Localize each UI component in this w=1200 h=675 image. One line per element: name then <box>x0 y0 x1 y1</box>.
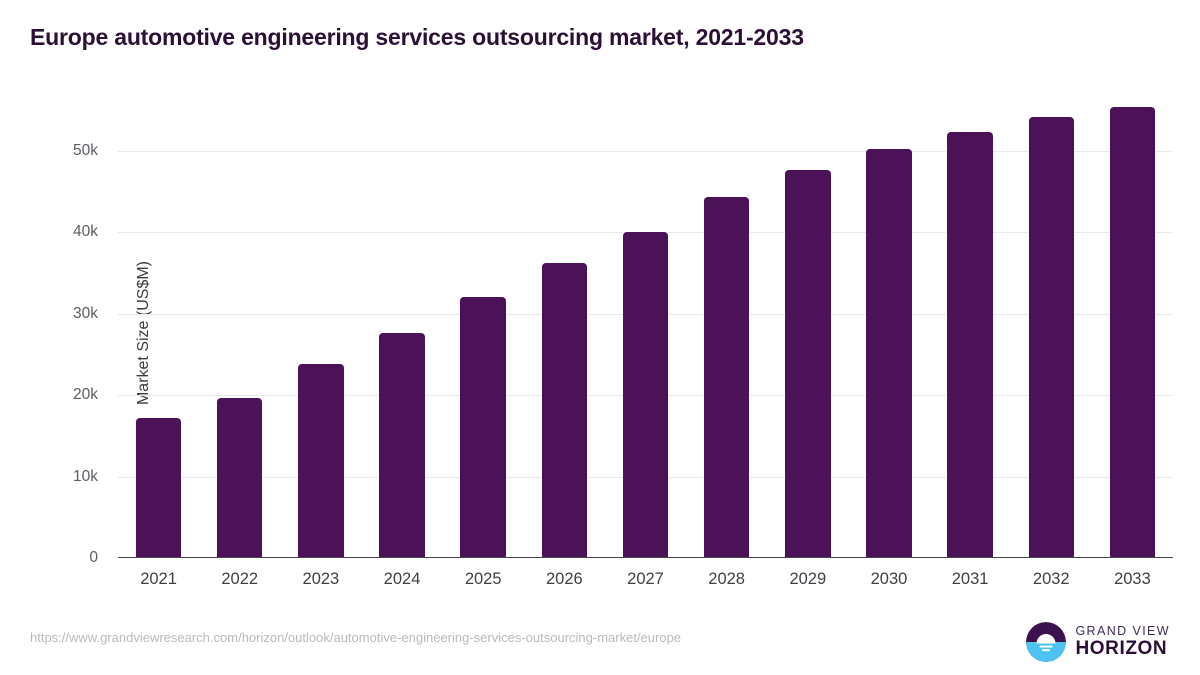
bar-2026[interactable] <box>541 263 588 558</box>
x-tick-label-2030: 2030 <box>870 570 908 588</box>
x-tick-label-2025: 2025 <box>464 570 502 588</box>
plot-area <box>118 90 1173 558</box>
brand-logo-line1: GRAND VIEW <box>1075 624 1170 639</box>
page-title: Europe automotive engineering services o… <box>30 24 804 50</box>
y-tick-label: 40k <box>73 223 98 241</box>
x-tick-label-2023: 2023 <box>302 570 340 588</box>
bar-2024[interactable] <box>379 332 425 558</box>
bar-2028[interactable] <box>703 196 750 558</box>
brand-logo-text: GRAND VIEW HORIZON <box>1075 625 1170 658</box>
horizon-sun-circle-icon <box>1026 622 1067 662</box>
bar-2022[interactable] <box>217 397 263 558</box>
x-tick-label-2024: 2024 <box>383 570 421 588</box>
x-axis-tick-labels: 2021 2022 2023 2024 2025 2026 2027 2028 2029 2030… <box>118 570 1173 600</box>
y-tick-label: 30k <box>73 304 98 322</box>
bar-2032[interactable] <box>1028 116 1074 558</box>
bar-2029[interactable] <box>785 170 831 558</box>
x-tick-label-2029: 2029 <box>789 570 827 588</box>
y-tick-label: 50k <box>73 142 98 160</box>
x-tick-label-2022: 2022 <box>221 570 259 588</box>
y-tick-label: 20k <box>73 386 98 404</box>
bar-2025[interactable] <box>460 296 506 558</box>
bar-2033[interactable] <box>1109 106 1156 558</box>
x-tick-label-2032: 2032 <box>1032 570 1070 588</box>
y-tick-label: 10k <box>73 467 98 485</box>
bar-2027[interactable] <box>622 231 669 558</box>
x-tick-label-2027: 2027 <box>627 570 664 588</box>
bar-2031[interactable] <box>947 131 993 558</box>
x-tick-label-2033: 2033 <box>1114 570 1151 588</box>
source-url[interactable]: https://www.grandviewresearch.com/horizo… <box>30 630 682 645</box>
bar-2030[interactable] <box>866 148 912 558</box>
brand-logo: GRAND VIEW HORIZON <box>1026 622 1170 662</box>
x-axis-line <box>118 556 1173 558</box>
x-tick-label-2031: 2031 <box>951 570 989 588</box>
x-tick-label-2026: 2026 <box>545 570 583 588</box>
bar-2023[interactable] <box>298 364 344 558</box>
bar-2021[interactable] <box>135 417 182 558</box>
brand-logo-line2: HORIZON <box>1075 637 1168 659</box>
y-tick-label: 0 <box>89 549 98 566</box>
x-tick-label-2021: 2021 <box>140 570 177 588</box>
y-axis-tick-labels: 0 10k 20k 30k 40k 50k <box>0 90 108 566</box>
x-tick-label-2028: 2028 <box>708 570 745 588</box>
gridline <box>118 151 1173 153</box>
